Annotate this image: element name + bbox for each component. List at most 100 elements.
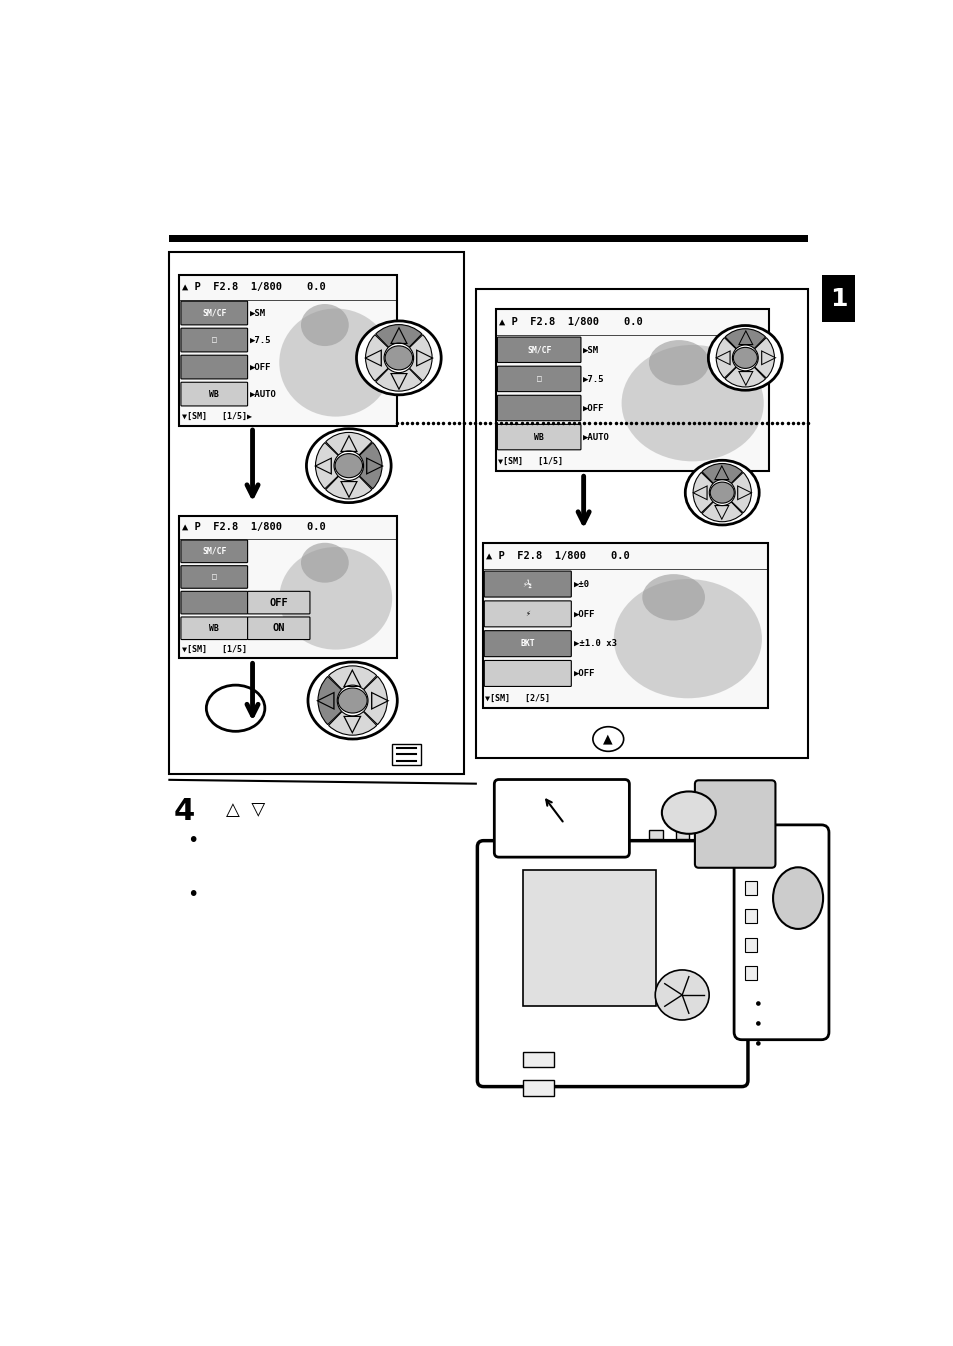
Text: ▷: ▷ xyxy=(760,349,775,367)
Wedge shape xyxy=(328,712,376,735)
Text: OFF: OFF xyxy=(269,598,288,607)
Text: △: △ xyxy=(714,463,729,482)
Ellipse shape xyxy=(709,482,734,503)
Text: •: • xyxy=(187,832,198,851)
Bar xyxy=(744,882,756,895)
Wedge shape xyxy=(325,432,372,455)
FancyBboxPatch shape xyxy=(181,355,248,380)
Bar xyxy=(744,938,756,952)
FancyBboxPatch shape xyxy=(248,591,310,614)
Ellipse shape xyxy=(772,867,822,929)
Wedge shape xyxy=(693,472,712,513)
Ellipse shape xyxy=(755,1001,760,1005)
Text: □: □ xyxy=(212,335,216,345)
Text: ◄ OFF: ◄ OFF xyxy=(250,598,276,607)
Text: WB: WB xyxy=(534,432,543,441)
Bar xyxy=(522,1053,554,1067)
Text: ▽: ▽ xyxy=(339,476,357,501)
Text: ▷: ▷ xyxy=(371,689,389,712)
Wedge shape xyxy=(724,367,764,388)
FancyBboxPatch shape xyxy=(497,396,580,421)
Text: □: □ xyxy=(537,374,541,384)
FancyBboxPatch shape xyxy=(181,328,248,351)
Bar xyxy=(821,276,854,322)
Text: ▶±1.0 x3: ▶±1.0 x3 xyxy=(573,639,616,649)
Bar xyxy=(675,829,689,839)
Wedge shape xyxy=(724,328,764,349)
Bar xyxy=(170,234,807,241)
Ellipse shape xyxy=(613,579,761,699)
Text: △: △ xyxy=(339,431,357,454)
Bar xyxy=(496,310,768,471)
Text: ▲ P  F2.8  1/800    0.0: ▲ P F2.8 1/800 0.0 xyxy=(182,522,326,532)
Text: SM/CF: SM/CF xyxy=(526,346,551,354)
Text: ⚡: ⚡ xyxy=(525,610,530,618)
FancyBboxPatch shape xyxy=(484,600,571,627)
Text: 4: 4 xyxy=(540,797,562,825)
Text: SM/CF: SM/CF xyxy=(202,308,226,318)
Text: WB: WB xyxy=(209,389,219,398)
Ellipse shape xyxy=(306,429,391,502)
Ellipse shape xyxy=(621,345,763,462)
Wedge shape xyxy=(365,335,388,381)
Ellipse shape xyxy=(206,685,265,731)
Text: ▲ P  F2.8  1/800    0.0: ▲ P F2.8 1/800 0.0 xyxy=(182,283,326,292)
FancyBboxPatch shape xyxy=(181,565,248,588)
Ellipse shape xyxy=(733,347,757,369)
FancyBboxPatch shape xyxy=(497,424,580,450)
Wedge shape xyxy=(325,476,372,499)
Text: ◁: ◁ xyxy=(314,454,332,478)
Ellipse shape xyxy=(592,727,623,751)
Text: ▲: ▲ xyxy=(603,732,613,746)
Text: ▲ P  F2.8  1/800    0.0: ▲ P F2.8 1/800 0.0 xyxy=(498,318,642,327)
Wedge shape xyxy=(375,324,421,347)
FancyBboxPatch shape xyxy=(181,540,248,563)
FancyBboxPatch shape xyxy=(181,591,248,614)
Wedge shape xyxy=(701,502,741,522)
Text: ▼[SM]   [1/5]▶: ▼[SM] [1/5]▶ xyxy=(181,412,252,421)
Text: ▼[SM]   [2/5]: ▼[SM] [2/5] xyxy=(484,693,550,703)
Text: ◁: ◁ xyxy=(691,483,706,502)
Text: ▽: ▽ xyxy=(343,712,361,736)
FancyBboxPatch shape xyxy=(484,631,571,657)
Text: ▽: ▽ xyxy=(390,369,407,392)
Bar xyxy=(179,516,396,658)
FancyBboxPatch shape xyxy=(181,302,248,324)
Ellipse shape xyxy=(755,1040,760,1046)
Text: ▶OFF: ▶OFF xyxy=(573,610,595,618)
FancyBboxPatch shape xyxy=(181,616,248,639)
Ellipse shape xyxy=(755,1022,760,1026)
Bar xyxy=(701,829,715,839)
Text: ▼[SM]   [1/5]: ▼[SM] [1/5] xyxy=(497,456,562,466)
Text: 1: 1 xyxy=(829,287,846,311)
Text: ▶7.5: ▶7.5 xyxy=(582,374,604,384)
FancyBboxPatch shape xyxy=(484,661,571,686)
Text: ▶±0: ▶±0 xyxy=(573,580,589,588)
FancyBboxPatch shape xyxy=(497,336,580,362)
FancyBboxPatch shape xyxy=(476,841,747,1086)
Bar xyxy=(482,542,767,708)
Ellipse shape xyxy=(385,346,412,370)
FancyBboxPatch shape xyxy=(497,366,580,392)
Wedge shape xyxy=(716,338,736,378)
Text: ▷: ▷ xyxy=(737,483,752,502)
Ellipse shape xyxy=(641,575,704,621)
FancyBboxPatch shape xyxy=(181,382,248,406)
Text: ▶7.5: ▶7.5 xyxy=(250,335,272,345)
Ellipse shape xyxy=(356,320,440,394)
Text: ▷: ▷ xyxy=(366,454,384,478)
Ellipse shape xyxy=(655,970,708,1020)
Bar xyxy=(476,288,807,758)
Ellipse shape xyxy=(300,542,349,583)
Bar xyxy=(648,829,662,839)
Text: □: □ xyxy=(212,572,216,581)
Wedge shape xyxy=(731,472,751,513)
Text: ▶SM: ▶SM xyxy=(582,346,598,354)
Ellipse shape xyxy=(308,662,396,739)
Text: ▼[SM]   [1/5]: ▼[SM] [1/5] xyxy=(181,645,247,654)
FancyBboxPatch shape xyxy=(484,571,571,598)
Bar xyxy=(522,870,655,1007)
Text: WB: WB xyxy=(209,623,219,633)
Text: ▶OFF: ▶OFF xyxy=(582,404,604,412)
Wedge shape xyxy=(701,463,741,483)
